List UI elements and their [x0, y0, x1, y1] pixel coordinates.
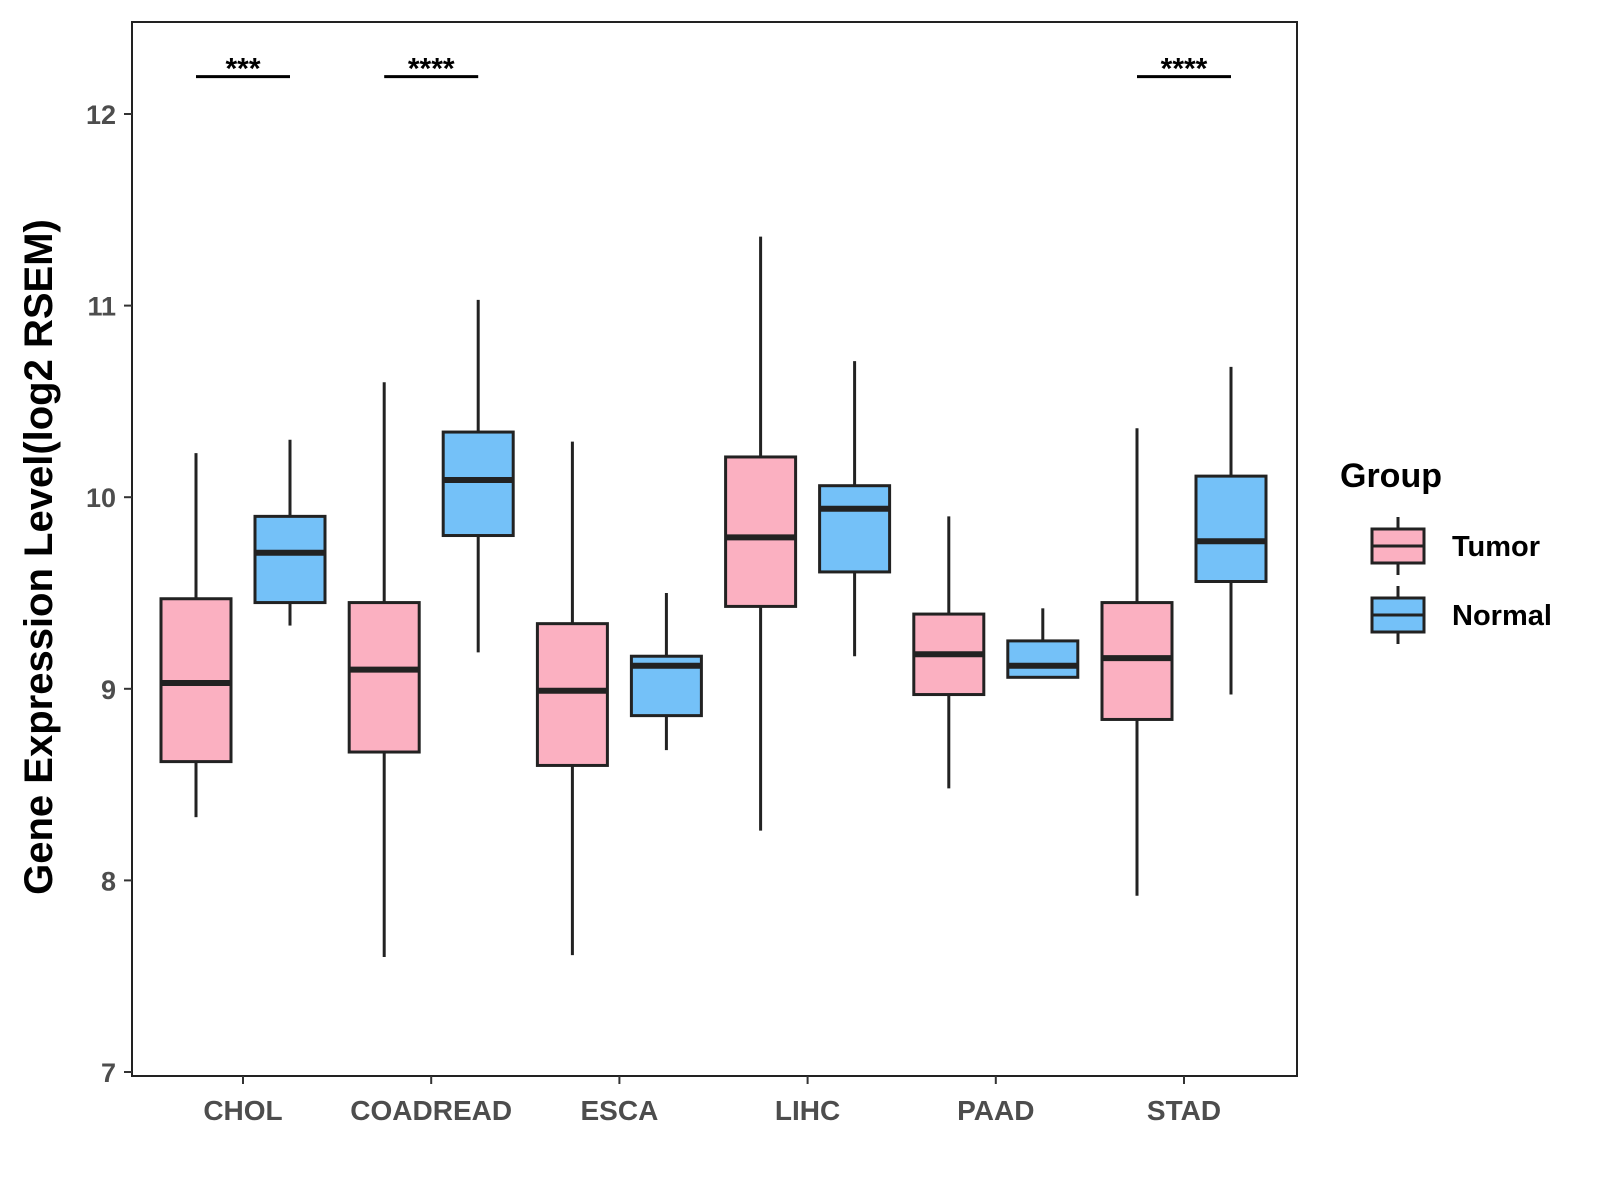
- box-normal-esca: [629, 593, 703, 751]
- box-body: [818, 484, 892, 574]
- legend-items: Tumor Normal: [1370, 517, 1552, 644]
- x-tick-label-paad: PAAD: [957, 1095, 1034, 1126]
- y-tick-label: 7: [101, 1058, 116, 1088]
- x-tick-label-stad: STAD: [1147, 1095, 1221, 1126]
- box-body: [1194, 474, 1268, 584]
- y-axis: 7 8 9 10 11 12: [86, 100, 132, 1088]
- panel-border: [131, 21, 1298, 1077]
- significance-label: ****: [1161, 53, 1208, 86]
- box-normal-lihc: [818, 361, 892, 657]
- x-axis: CHOL COADREAD ESCA LIHC PAAD STAD: [203, 1076, 1221, 1126]
- box-normal-paad: [1006, 608, 1080, 679]
- box-tumor-esca: [535, 441, 609, 956]
- y-axis-title: Gene Expression Level(log2 RSEM): [17, 219, 61, 895]
- box-normal-chol: [253, 439, 327, 626]
- y-tick-label: 12: [86, 100, 116, 130]
- legend: Group Tumor Normal: [1340, 457, 1552, 644]
- box-tumor-coadread: [347, 382, 421, 958]
- significance-annotations: *** **** ****: [196, 53, 1231, 86]
- box-body: [441, 430, 515, 538]
- legend-item-normal: Normal: [1370, 586, 1552, 644]
- box-body: [1006, 639, 1080, 679]
- significance-stad: ****: [1137, 53, 1231, 86]
- box-normal-stad: [1194, 366, 1268, 695]
- box-tumor-paad: [912, 516, 986, 789]
- x-tick-label-lihc: LIHC: [775, 1095, 840, 1126]
- box-body: [253, 514, 327, 605]
- significance-coadread: ****: [384, 53, 479, 86]
- box-body: [724, 455, 798, 608]
- box-normal-coadread: [441, 299, 515, 653]
- x-tick-label-chol: CHOL: [203, 1095, 282, 1126]
- legend-label-tumor: Tumor: [1452, 531, 1540, 563]
- legend-item-tumor: Tumor: [1370, 517, 1540, 575]
- legend-title: Group: [1340, 457, 1442, 495]
- y-tick-label: 8: [101, 866, 116, 896]
- y-tick-label: 9: [101, 675, 116, 705]
- x-tick-label-esca: ESCA: [581, 1095, 659, 1126]
- plot-marks: [159, 236, 1268, 958]
- box-tumor-lihc: [724, 236, 798, 831]
- box-body: [535, 622, 609, 767]
- significance-label: ***: [225, 53, 260, 86]
- significance-label: ****: [408, 53, 455, 86]
- y-tick-label: 11: [87, 292, 116, 322]
- box-body: [347, 601, 421, 754]
- x-tick-label-coadread: COADREAD: [350, 1095, 512, 1126]
- box-tumor-stad: [1100, 428, 1174, 896]
- y-tick-label: 10: [86, 483, 116, 513]
- significance-chol: ***: [196, 53, 290, 86]
- legend-label-normal: Normal: [1452, 600, 1552, 632]
- box-tumor-chol: [159, 453, 233, 818]
